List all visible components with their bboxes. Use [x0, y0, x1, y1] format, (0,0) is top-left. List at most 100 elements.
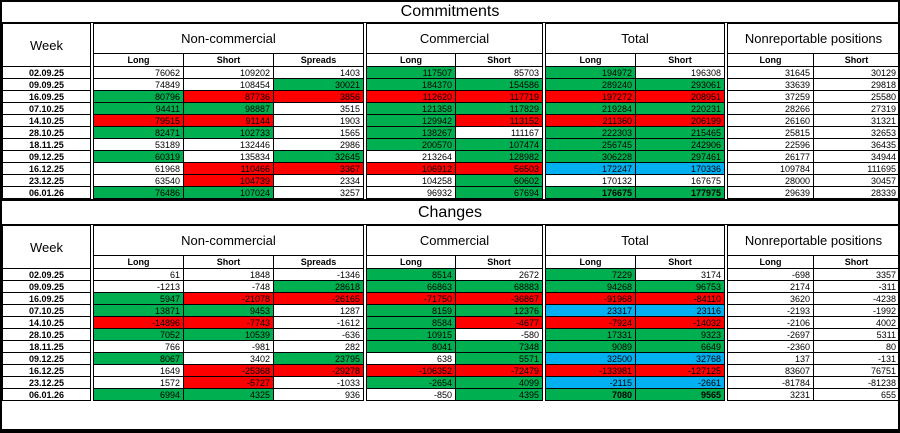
- group-gap: [724, 66, 728, 79]
- table-row: 06.01.26 6994 4325 936 -850 4395 7080 9565 3231 6…: [2, 388, 898, 401]
- value-cell-non-commercial-spreads: 1403: [273, 66, 364, 79]
- group-gap: [90, 174, 94, 187]
- group-gap: [542, 90, 546, 103]
- group-gap: [90, 186, 94, 199]
- week-cell: 18.11.25: [2, 138, 91, 151]
- week-cell: 07.10.25: [2, 102, 91, 115]
- group-header-nonreportable-positions: Nonreportable positions: [727, 23, 898, 54]
- week-column-header: Week: [2, 225, 91, 269]
- value-cell-non-commercial-long: 63540: [93, 174, 184, 187]
- group-gap: [724, 126, 728, 139]
- group-gap: [363, 352, 367, 365]
- group-gap: [724, 268, 728, 281]
- value-cell-non-commercial-long: 79515: [93, 114, 184, 127]
- column-header-total-short: Short: [635, 255, 725, 269]
- group-gap: [363, 268, 367, 281]
- value-cell-non-commercial-short: 108454: [183, 78, 274, 91]
- value-cell-commercial-short: 113152: [455, 114, 543, 127]
- table-row: 28.10.25 7052 10539 -636 10915 -580 17331 9323-…: [2, 328, 898, 341]
- group-gap: [724, 114, 728, 127]
- value-cell-non-commercial-spreads: 2334: [273, 174, 364, 187]
- group-gap: [542, 162, 546, 175]
- value-cell-commercial-short: 67694: [455, 186, 543, 199]
- value-cell-non-commercial-spreads: 1565: [273, 126, 364, 139]
- value-cell-non-commercial-long: 80796: [93, 90, 184, 103]
- value-cell-total-long: -133981: [545, 364, 636, 377]
- group-gap: [542, 376, 546, 389]
- group-gap: [724, 316, 728, 329]
- value-cell-non-commercial-long: 13871: [93, 304, 184, 317]
- value-cell-non-commercial-long: 1572: [93, 376, 184, 389]
- value-cell-non-commercial-spreads: 2986: [273, 138, 364, 151]
- group-gap: [542, 352, 546, 365]
- group-gap: [363, 162, 367, 175]
- value-cell-non-commercial-short: -7743: [183, 316, 274, 329]
- group-gap: [90, 316, 94, 329]
- value-cell-non-commercial-short: 107024: [183, 186, 274, 199]
- value-cell-nonreportable-positions-short: 29818: [813, 78, 898, 91]
- group-gap: [542, 388, 546, 401]
- value-cell-total-short: 32768: [635, 352, 725, 365]
- value-cell-total-long: 197272: [545, 90, 636, 103]
- column-header-non-commercial-short: Short: [183, 255, 274, 269]
- group-gap: [363, 174, 367, 187]
- group-gap: [724, 23, 728, 67]
- week-column-header: Week: [2, 23, 91, 67]
- week-cell: 07.10.25: [2, 304, 91, 317]
- week-cell: 06.01.26: [2, 388, 91, 401]
- value-cell-total-short: 23116: [635, 304, 725, 317]
- value-cell-non-commercial-short: 109202: [183, 66, 274, 79]
- group-gap: [90, 340, 94, 353]
- group-gap: [90, 304, 94, 317]
- value-cell-nonreportable-positions-long: 109784: [727, 162, 814, 175]
- group-gap: [542, 364, 546, 377]
- group-gap: [542, 280, 546, 293]
- value-cell-non-commercial-short: 1848: [183, 268, 274, 281]
- value-cell-non-commercial-short: 10539: [183, 328, 274, 341]
- value-cell-commercial-long: 112620: [366, 90, 456, 103]
- group-gap: [724, 352, 728, 365]
- group-gap: [90, 162, 94, 175]
- group-gap: [724, 150, 728, 163]
- value-cell-total-long: 219284: [545, 102, 636, 115]
- group-gap: [90, 388, 94, 401]
- value-cell-nonreportable-positions-long: 3231: [727, 388, 814, 401]
- group-header-commercial: Commercial: [366, 225, 543, 256]
- value-cell-commercial-short: 5571: [455, 352, 543, 365]
- week-cell: 23.12.25: [2, 174, 91, 187]
- group-gap: [363, 225, 367, 269]
- group-gap: [724, 376, 728, 389]
- value-cell-total-short: 242906: [635, 138, 725, 151]
- group-gap: [542, 225, 546, 269]
- value-cell-nonreportable-positions-short: 4002: [813, 316, 898, 329]
- value-cell-commercial-long: 96932: [366, 186, 456, 199]
- group-gap: [542, 186, 546, 199]
- table-row: 14.10.25 -14896 -7743 -1612 8584 -4677 -7924 -1…: [2, 316, 898, 329]
- value-cell-commercial-short: 117829: [455, 102, 543, 115]
- value-cell-commercial-short: 4099: [455, 376, 543, 389]
- value-cell-commercial-long: 10915: [366, 328, 456, 341]
- group-gap: [542, 340, 546, 353]
- group-gap: [724, 388, 728, 401]
- group-gap: [90, 90, 94, 103]
- value-cell-commercial-short: -4677: [455, 316, 543, 329]
- section-title-commitments: Commitments: [2, 2, 898, 23]
- week-cell: 06.01.26: [2, 186, 91, 199]
- group-gap: [90, 352, 94, 365]
- value-cell-nonreportable-positions-short: 31321: [813, 114, 898, 127]
- group-header-total: Total: [545, 23, 725, 54]
- value-cell-total-long: 7080: [545, 388, 636, 401]
- group-gap: [363, 388, 367, 401]
- group-gap: [363, 138, 367, 151]
- group-gap: [542, 114, 546, 127]
- value-cell-total-long: 32500: [545, 352, 636, 365]
- value-cell-commercial-short: 7348: [455, 340, 543, 353]
- group-gap: [724, 328, 728, 341]
- value-cell-non-commercial-short: 135834: [183, 150, 274, 163]
- group-gap: [90, 66, 94, 79]
- value-cell-nonreportable-positions-long: -2193: [727, 304, 814, 317]
- group-gap: [363, 304, 367, 317]
- value-cell-commercial-long: -106352: [366, 364, 456, 377]
- table-row: 18.11.25 766 -981 282 8041 7348 9089 6649 -2360 8…: [2, 340, 898, 353]
- group-gap: [724, 186, 728, 199]
